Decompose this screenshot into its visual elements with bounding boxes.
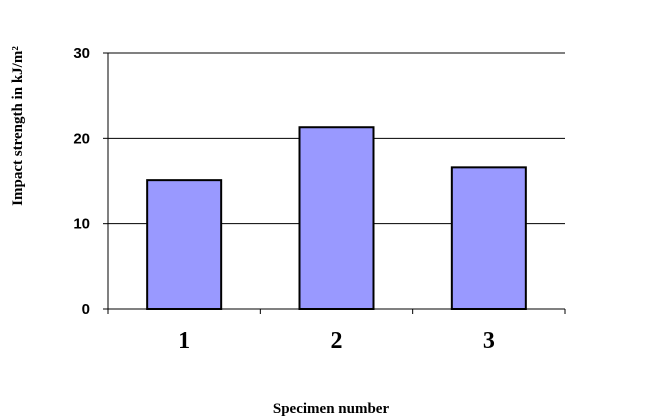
y-tick-label: 10 <box>73 216 90 233</box>
bars <box>146 126 527 310</box>
bar-specimen-1 <box>146 179 223 310</box>
bar-specimen-3 <box>450 166 527 310</box>
x-tick-label: 2 <box>331 328 343 354</box>
x-tick-label: 1 <box>178 328 190 354</box>
x-tick-labels: 1 2 3 <box>178 328 495 354</box>
x-tick-label: 3 <box>483 328 495 354</box>
y-tick-label: 0 <box>82 301 90 318</box>
y-axis-title: Impact strength in kJ/m² <box>10 46 26 206</box>
y-tick-label: 20 <box>73 130 90 147</box>
y-tick-labels: 0 10 20 30 <box>73 45 90 318</box>
y-tick-label: 30 <box>73 45 90 62</box>
bar-specimen-2 <box>298 126 375 310</box>
x-axis-title: Specimen number <box>273 401 390 417</box>
